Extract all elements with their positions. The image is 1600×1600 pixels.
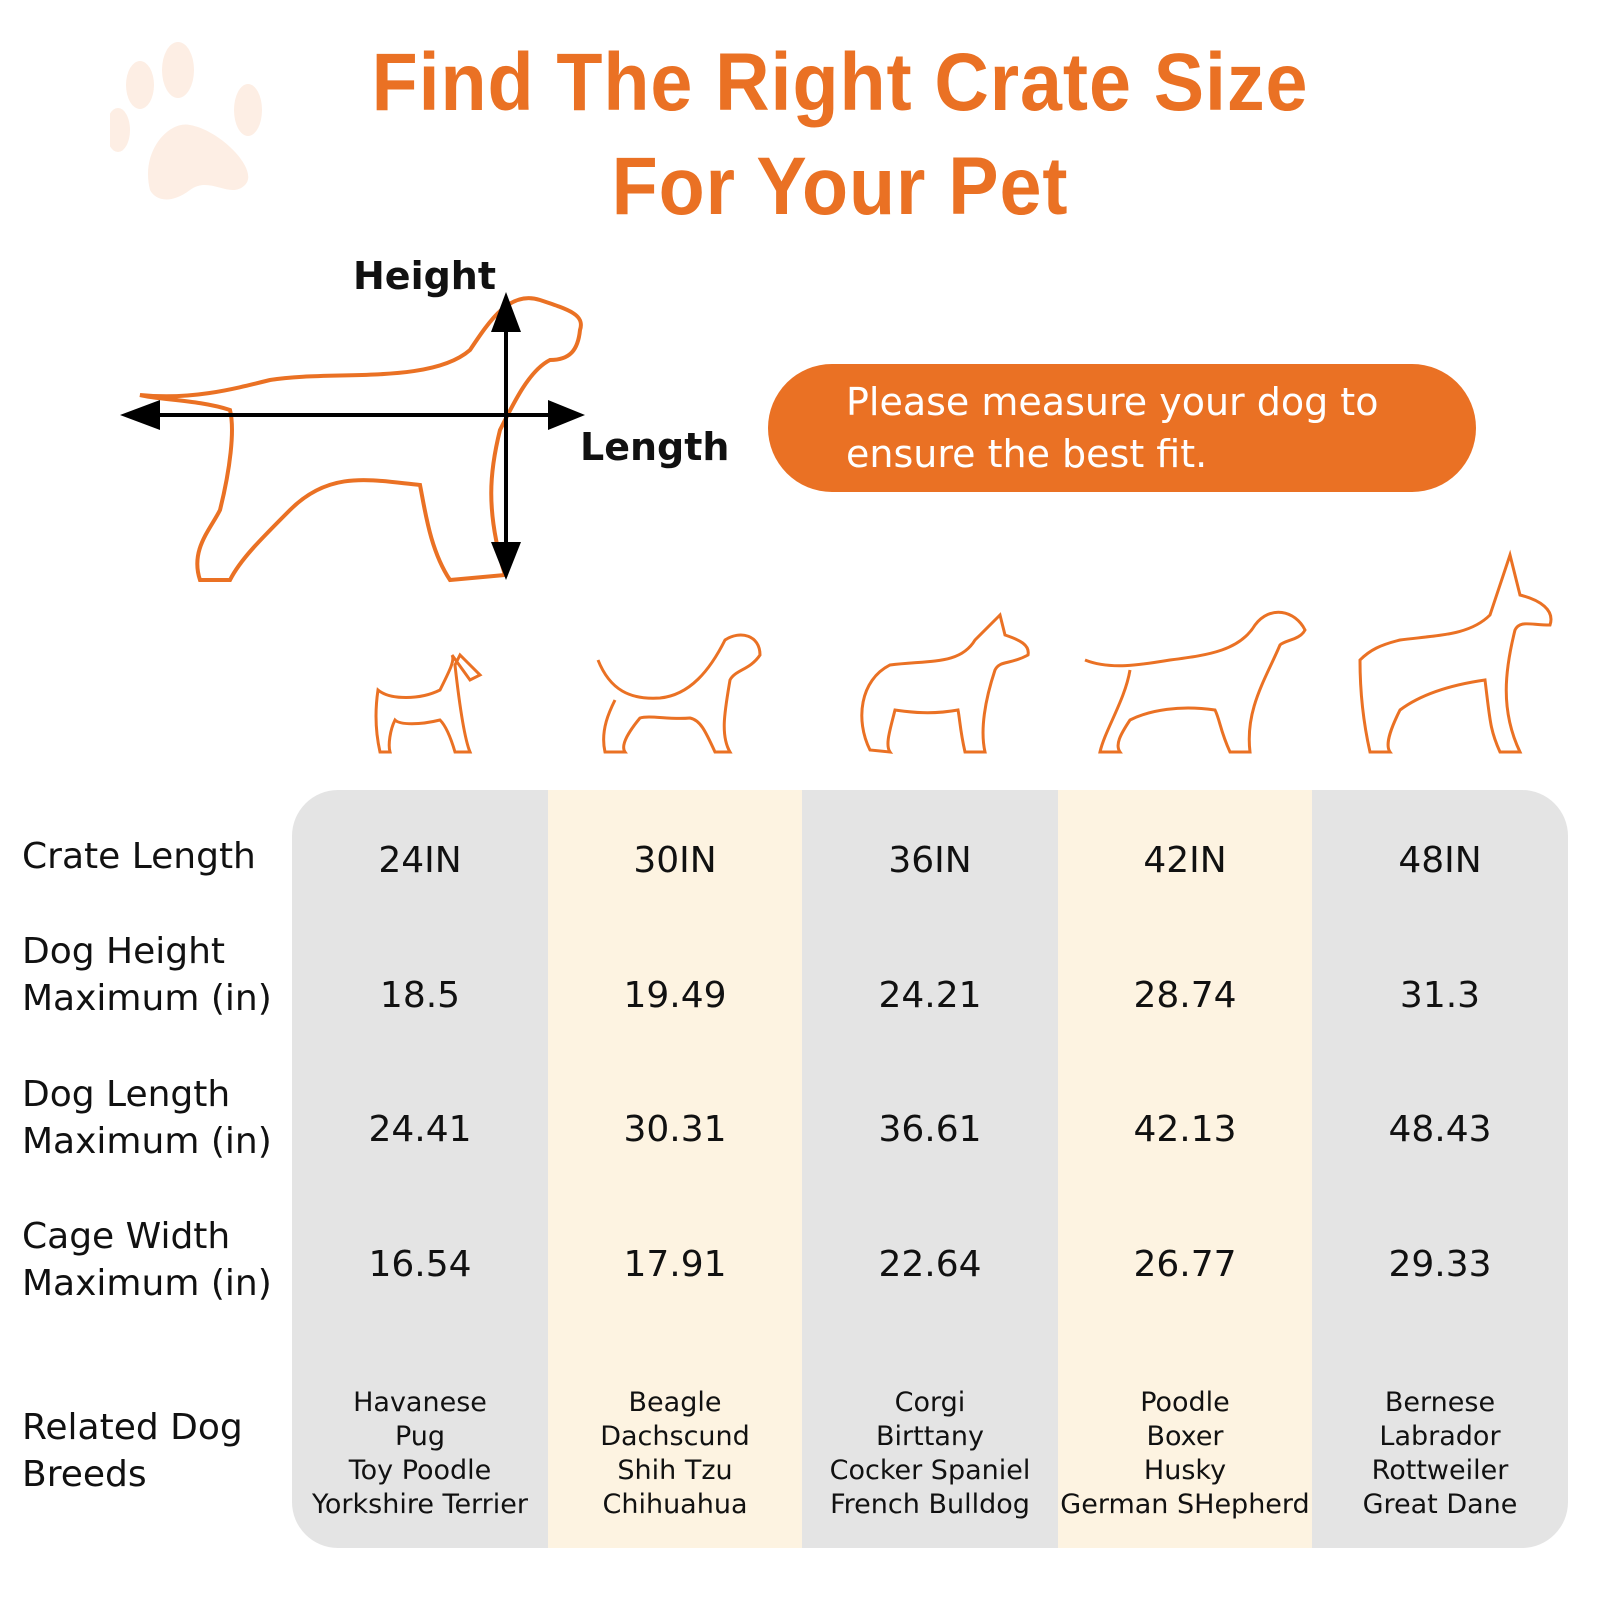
breed: Corgi: [894, 1387, 966, 1418]
breed: Yorkshire Terrier: [312, 1489, 528, 1520]
breed: Havanese: [353, 1387, 487, 1418]
dog-height-value: 31.3: [1399, 975, 1481, 1016]
row-label-dog-length: Dog Length Maximum (in): [22, 1074, 272, 1162]
size-column: 36IN 24.21 36.61 22.64 Corgi Birttany Cock…: [802, 790, 1058, 1548]
row-label-crate-length: Crate Length: [22, 836, 256, 877]
breed: Pug: [394, 1421, 446, 1452]
breed: Bernese: [1384, 1387, 1496, 1418]
crate-length-value: 36IN: [888, 840, 972, 881]
breed: Husky: [1143, 1455, 1227, 1486]
crate-length-value: 42IN: [1143, 840, 1227, 881]
height-label: Height: [353, 254, 497, 298]
cage-width-value: 29.33: [1388, 1244, 1492, 1285]
dog-length-value: 36.61: [878, 1109, 982, 1150]
dog-measurement-diagram: [120, 292, 585, 583]
cage-width-value: 22.64: [878, 1244, 982, 1285]
size-column: 48IN 31.3 48.43 29.33 Bernese Labrador Rot…: [1312, 790, 1568, 1548]
breeds-list: Havanese Pug Toy Poodle Yorkshire Terrier: [292, 1386, 548, 1522]
dog-outline: [139, 296, 583, 583]
breed: Poodle: [1140, 1387, 1230, 1418]
breed: Shih Tzu: [617, 1455, 733, 1486]
labrador-icon: [1084, 610, 1307, 754]
cage-width-value: 16.54: [368, 1244, 472, 1285]
dog-size-icons: [374, 549, 1553, 754]
measure-notice: Please measure your dog to ensure the be…: [768, 364, 1476, 492]
great-dane-icon: [1358, 549, 1553, 754]
size-column: 24IN 18.5 24.41 16.54 Havanese Pug Toy Poo…: [292, 790, 548, 1548]
dog-height-value: 28.74: [1133, 975, 1237, 1016]
dog-length-value: 24.41: [368, 1109, 472, 1150]
paw-print-icon: [110, 42, 262, 200]
size-column: 42IN 28.74 42.13 26.77 Poodle Boxer Husky G…: [1058, 790, 1312, 1548]
cage-width-value: 26.77: [1133, 1244, 1237, 1285]
crate-length-value: 48IN: [1398, 840, 1482, 881]
breed: Toy Poodle: [348, 1455, 492, 1486]
cage-width-value: 17.91: [623, 1244, 727, 1285]
husky-icon: [860, 612, 1030, 754]
dog-length-value: 42.13: [1133, 1109, 1237, 1150]
crate-length-value: 24IN: [378, 840, 462, 881]
dog-height-value: 19.49: [623, 975, 727, 1016]
breed: French Bulldog: [830, 1489, 1030, 1520]
breed: Dachscund: [600, 1421, 750, 1452]
breed: Rottweiler: [1371, 1455, 1509, 1486]
dog-length-value: 48.43: [1388, 1109, 1492, 1150]
row-label-dog-height: Dog Height Maximum (in): [22, 931, 272, 1019]
breed: Labrador: [1379, 1421, 1501, 1452]
breeds-list: Poodle Boxer Husky German SHepherd: [1058, 1386, 1312, 1522]
breed: Chihuahua: [602, 1489, 748, 1520]
breeds-list: Corgi Birttany Cocker Spaniel French Bulldo…: [802, 1386, 1058, 1522]
length-label: Length: [580, 425, 730, 469]
breed: Boxer: [1146, 1421, 1224, 1452]
beagle-icon: [596, 633, 762, 754]
small-dog-icon: [374, 652, 483, 754]
breed: Beagle: [628, 1387, 722, 1418]
dog-height-value: 18.5: [379, 975, 461, 1016]
breeds-list: Bernese Labrador Rottweiler Great Dane: [1312, 1386, 1568, 1522]
breed: Birttany: [876, 1421, 984, 1452]
breed: German SHepherd: [1060, 1489, 1310, 1520]
crate-length-value: 30IN: [633, 840, 717, 881]
size-column: 30IN 19.49 30.31 17.91 Beagle Dachscund Sh…: [548, 790, 802, 1548]
page-title-line1: Find The Right Crate Size: [371, 37, 1309, 128]
dog-height-value: 24.21: [878, 975, 982, 1016]
size-table: 24IN 18.5 24.41 16.54 Havanese Pug Toy Poo…: [292, 790, 1568, 1548]
row-label-breeds: Related Dog Breeds: [22, 1407, 243, 1495]
dog-length-value: 30.31: [623, 1109, 727, 1150]
row-label-cage-width: Cage Width Maximum (in): [22, 1216, 272, 1304]
page-title-line2: For Your Pet: [611, 141, 1069, 232]
breed: Cocker Spaniel: [829, 1455, 1031, 1486]
breeds-list: Beagle Dachscund Shih Tzu Chihuahua: [548, 1386, 802, 1522]
breed: Great Dane: [1362, 1489, 1518, 1520]
